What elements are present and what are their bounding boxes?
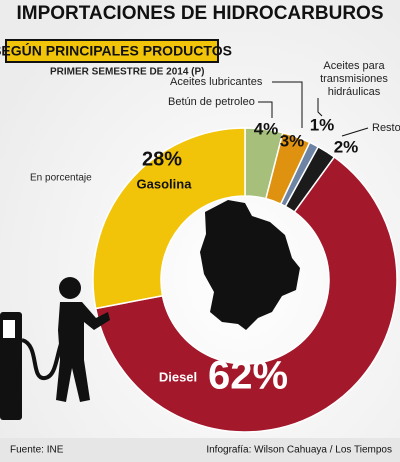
leader-line <box>272 81 303 128</box>
category-label: Aceites lubricantes <box>170 76 263 88</box>
value-label: 3% <box>280 131 305 150</box>
leader-line <box>317 98 323 117</box>
value-label: 62% <box>208 354 288 398</box>
map-silhouette <box>200 200 300 330</box>
note: En porcentaje <box>30 173 92 184</box>
credit: Infografía: Wilson Cahuaya / Los Tiempos <box>206 445 392 456</box>
pump-illustration <box>0 277 110 420</box>
value-label: 28% <box>142 148 182 170</box>
category-label: Betún de petroleo <box>168 96 255 108</box>
category-label: Gasolina <box>137 176 193 191</box>
category-label: Resto <box>372 122 400 134</box>
category-label: Diesel <box>159 369 197 384</box>
chart-title: IMPORTACIONES DE HIDROCARBUROS <box>17 3 384 24</box>
donut-slice <box>94 155 398 433</box>
value-label: 1% <box>310 115 335 134</box>
leader-line <box>341 127 369 137</box>
subtitle-box <box>5 39 219 63</box>
source: Fuente: INE <box>10 445 64 456</box>
leader-line <box>258 101 273 118</box>
value-label: 2% <box>334 137 359 156</box>
period: PRIMER SEMESTRE DE 2014 (P) <box>50 67 204 78</box>
subtitle: SEGÚN PRINCIPALES PRODUCTOS <box>0 42 232 59</box>
donut-slice <box>92 127 246 310</box>
footer-band <box>0 438 400 462</box>
value-label: 4% <box>254 119 279 138</box>
category-label: Aceites para transmisiones hidráulicas <box>320 60 388 98</box>
